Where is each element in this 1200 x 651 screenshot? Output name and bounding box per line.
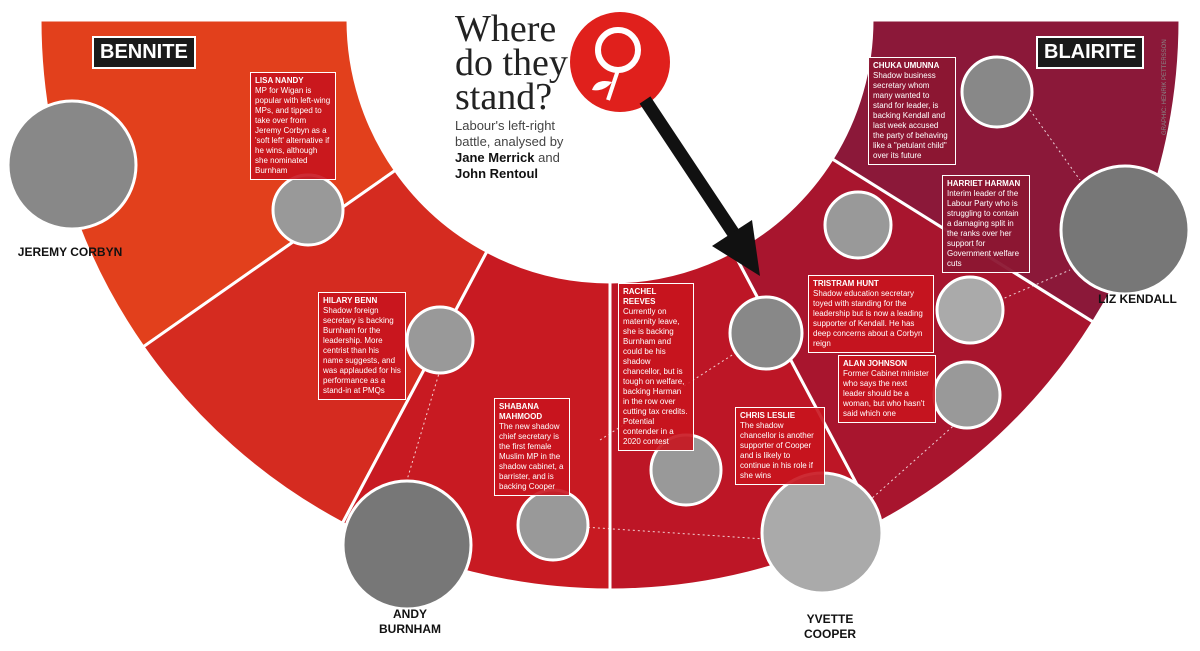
info-box: SHABANA MAHMOOD The new shadow chief secr… — [494, 398, 570, 496]
person-text: Shadow business secretary whom many want… — [873, 71, 948, 160]
person-name: TRISTRAM HUNT — [813, 279, 879, 288]
arrow — [639, 96, 760, 276]
person-name: CHRIS LESLIE — [740, 411, 796, 420]
subtitle: Labour's left-right battle, analysed by … — [455, 118, 575, 182]
person-text: Interim leader of the Labour Party who i… — [947, 189, 1020, 268]
connectors — [406, 109, 1081, 541]
title: Where do they stand? — [455, 8, 568, 118]
byline-and: and — [538, 150, 560, 165]
info-box: HILARY BENN Shadow foreign secretary is b… — [318, 292, 406, 400]
left-label: BENNITE — [92, 36, 196, 69]
person-text: The new shadow chief secretary is the fi… — [499, 422, 564, 491]
info-box: ALAN JOHNSON Former Cabinet minister who … — [838, 355, 936, 423]
person-name: CHUKA UMUNNA — [873, 61, 940, 70]
person-text: Shadow education secretary toyed with st… — [813, 289, 923, 348]
credit: GRAPHIC: HENRIK PETTERSSON — [1162, 39, 1168, 135]
person-name: LISA NANDY — [255, 76, 304, 85]
person-text: MP for Wigan is popular with left-wing M… — [255, 86, 331, 175]
photos — [6, 55, 1191, 611]
rose-logo — [570, 12, 670, 112]
info-box: HARRIET HARMAN Interim leader of the Labo… — [942, 175, 1030, 273]
name-line: YVETTE — [806, 612, 854, 626]
top-mask — [0, 0, 1200, 20]
info-box: LISA NANDY MP for Wigan is popular with l… — [250, 72, 336, 180]
candidate-name: YVETTE COOPER — [780, 612, 880, 642]
name-line: BURNHAM — [379, 622, 441, 636]
person-name: SHABANA MAHMOOD — [499, 402, 543, 421]
name-line: JEREMY CORBYN — [17, 245, 123, 259]
info-box: TRISTRAM HUNT Shadow education secretary … — [808, 275, 934, 353]
candidate-name: LIZ KENDALL — [1075, 292, 1200, 307]
name-line: LIZ KENDALL — [1098, 292, 1177, 306]
byline-by: by — [549, 134, 564, 149]
person-text: Shadow foreign secretary is backing Burn… — [323, 306, 401, 395]
person-text: Former Cabinet minister who says the nex… — [843, 369, 929, 418]
name-line: ANDY — [392, 607, 427, 621]
name-line: COOPER — [803, 627, 856, 641]
person-text: The shadow chancellor is another support… — [740, 421, 814, 480]
info-box: CHRIS LESLIE The shadow chancellor is ano… — [735, 407, 825, 485]
candidate-name: JEREMY CORBYN — [0, 245, 140, 260]
person-text: Currently on maternity leave, she is bac… — [623, 307, 688, 446]
person-name: RACHEL REEVES — [623, 287, 657, 306]
subtitle-text: Labour's left-right battle, analysed — [455, 118, 556, 149]
info-box: CHUKA UMUNNA Shadow business secretary wh… — [868, 57, 956, 165]
author: Jane Merrick — [455, 150, 535, 165]
info-box: RACHEL REEVES Currently on maternity leav… — [618, 283, 694, 451]
person-name: ALAN JOHNSON — [843, 359, 908, 368]
right-label: BLAIRITE — [1036, 36, 1145, 69]
author: John Rentoul — [455, 166, 539, 181]
person-name: HILARY BENN — [323, 296, 378, 305]
candidate-name: ANDY BURNHAM — [360, 607, 460, 637]
person-name: HARRIET HARMAN — [947, 179, 1021, 188]
